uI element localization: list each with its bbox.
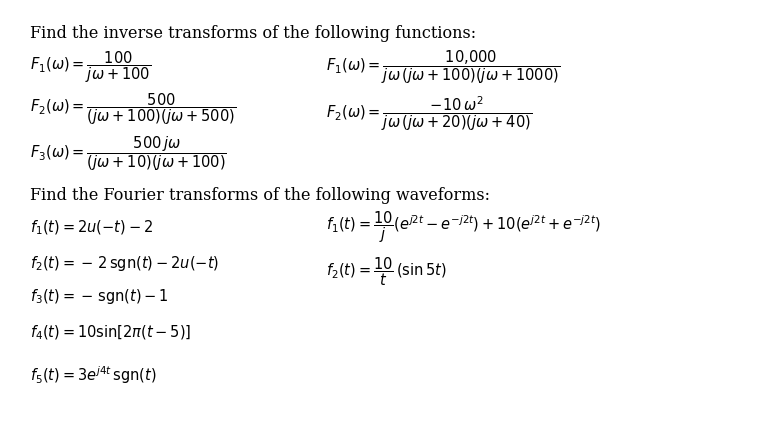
Text: $f_4(t) = 10\sin[2\pi(t-5)]$: $f_4(t) = 10\sin[2\pi(t-5)]$	[30, 323, 192, 342]
Text: Find the inverse transforms of the following functions:: Find the inverse transforms of the follo…	[30, 25, 477, 42]
Text: $f_1(t) = 2u(-t) - 2$: $f_1(t) = 2u(-t) - 2$	[30, 218, 153, 237]
Text: $F_2(\omega) = \dfrac{500}{(j\omega+100)(j\omega+500)}$: $F_2(\omega) = \dfrac{500}{(j\omega+100)…	[30, 92, 236, 127]
Text: $F_1(\omega) = \dfrac{10{,}000}{j\omega\,(j\omega+100)(j\omega+1000)}$: $F_1(\omega) = \dfrac{10{,}000}{j\omega\…	[326, 48, 560, 86]
Text: $f_2(t) = -\,2\,\mathrm{sgn}(t) - 2u(-t)$: $f_2(t) = -\,2\,\mathrm{sgn}(t) - 2u(-t)…	[30, 253, 220, 273]
Text: $f_5(t) = 3e^{j4t}\,\mathrm{sgn}(t)$: $f_5(t) = 3e^{j4t}\,\mathrm{sgn}(t)$	[30, 364, 157, 386]
Text: $F_3(\omega) = \dfrac{500\,j\omega}{(j\omega+10)(j\omega+100)}$: $F_3(\omega) = \dfrac{500\,j\omega}{(j\o…	[30, 134, 227, 173]
Text: $f_3(t) = -\,\mathrm{sgn}(t) - 1$: $f_3(t) = -\,\mathrm{sgn}(t) - 1$	[30, 287, 169, 306]
Text: $F_1(\omega) = \dfrac{100}{j\omega+100}$: $F_1(\omega) = \dfrac{100}{j\omega+100}$	[30, 50, 152, 85]
Text: $f_2(t) = \dfrac{10}{t}\,(\sin 5t)$: $f_2(t) = \dfrac{10}{t}\,(\sin 5t)$	[326, 255, 446, 288]
Text: $F_2(\omega) = \dfrac{-10\,\omega^2}{j\omega\,(j\omega+20)(j\omega+40)}$: $F_2(\omega) = \dfrac{-10\,\omega^2}{j\o…	[326, 95, 532, 133]
Text: $f_1(t) = \dfrac{10}{j}\left(e^{j2t} - e^{-j2t}\right) + 10\left(e^{j2t} + e^{-j: $f_1(t) = \dfrac{10}{j}\left(e^{j2t} - e…	[326, 210, 601, 245]
Text: Find the Fourier transforms of the following waveforms:: Find the Fourier transforms of the follo…	[30, 187, 490, 204]
